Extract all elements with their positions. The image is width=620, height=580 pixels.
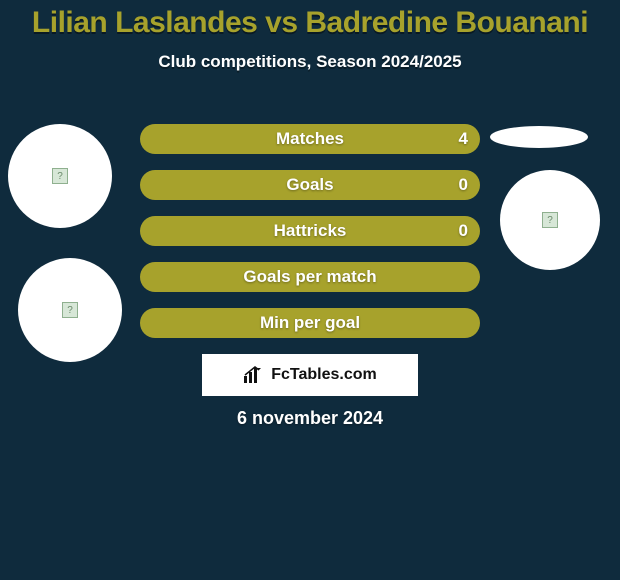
image-placeholder-icon: ? bbox=[542, 212, 558, 228]
brand-box: FcTables.com bbox=[202, 354, 418, 396]
stats-bars: Matches 4 Goals 0 Hattricks 0 Goals per match M… bbox=[140, 124, 480, 354]
stat-bar-label: Goals per match bbox=[243, 267, 376, 287]
chart-icon bbox=[243, 366, 265, 384]
brand-text: FcTables.com bbox=[271, 366, 377, 384]
stat-bar: Goals 0 bbox=[140, 170, 480, 200]
page-title: Lilian Laslandes vs Badredine Bouanani bbox=[0, 0, 620, 40]
player-avatar: ? bbox=[18, 258, 122, 362]
stat-bar-value: 0 bbox=[459, 175, 468, 195]
stat-bar-value: 4 bbox=[459, 129, 468, 149]
stat-bar: Min per goal bbox=[140, 308, 480, 338]
image-placeholder-icon: ? bbox=[62, 302, 78, 318]
stat-bar-label: Min per goal bbox=[260, 313, 360, 333]
stat-bar: Matches 4 bbox=[140, 124, 480, 154]
stat-bar: Goals per match bbox=[140, 262, 480, 292]
player-avatar: ? bbox=[500, 170, 600, 270]
stat-bar-value: 0 bbox=[459, 221, 468, 241]
stat-bar-label: Matches bbox=[276, 129, 344, 149]
image-placeholder-icon: ? bbox=[52, 168, 68, 184]
page-subtitle: Club competitions, Season 2024/2025 bbox=[0, 52, 620, 72]
stat-bar: Hattricks 0 bbox=[140, 216, 480, 246]
decor-ellipse bbox=[490, 126, 588, 148]
player-avatar: ? bbox=[8, 124, 112, 228]
stat-bar-label: Goals bbox=[286, 175, 333, 195]
date-text: 6 november 2024 bbox=[0, 408, 620, 429]
stat-bar-label: Hattricks bbox=[274, 221, 347, 241]
